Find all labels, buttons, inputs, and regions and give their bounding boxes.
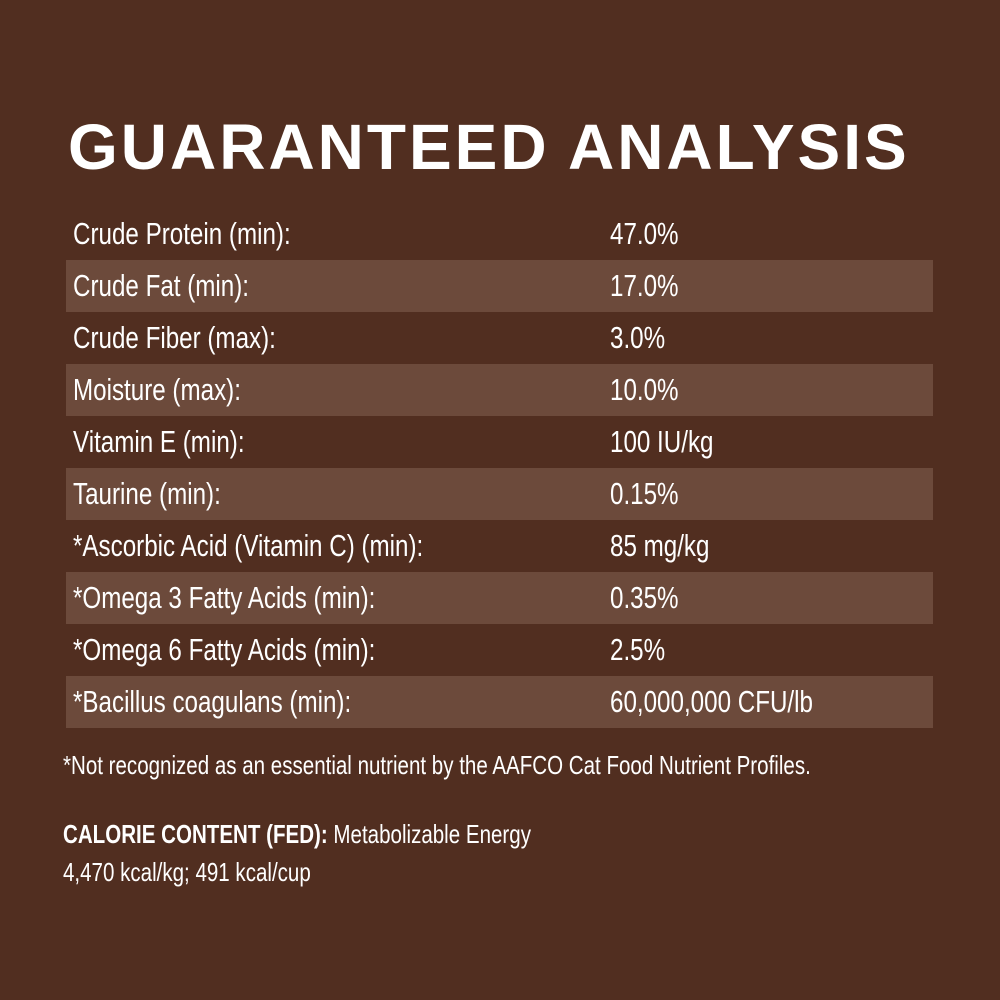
page-title: GUARANTEED ANALYSIS — [68, 111, 910, 183]
table-row: Crude Protein (min): 47.0% — [66, 208, 933, 260]
calorie-values: 4,470 kcal/kg; 491 kcal/cup — [63, 857, 311, 887]
nutrient-label: Moisture (max): — [73, 372, 241, 407]
nutrient-value: 10.0% — [610, 372, 679, 407]
nutrient-value: 60,000,000 CFU/lb — [610, 684, 813, 719]
nutrient-label: Taurine (min): — [73, 476, 221, 511]
nutrient-label: *Omega 3 Fatty Acids (min): — [73, 580, 376, 615]
table-row: *Omega 3 Fatty Acids (min): 0.35% — [66, 572, 933, 624]
nutrient-value: 17.0% — [610, 268, 679, 303]
nutrient-label: *Bacillus coagulans (min): — [73, 684, 352, 719]
analysis-table: Crude Protein (min): 47.0% Crude Fat (min)… — [66, 208, 933, 728]
nutrient-value: 0.15% — [610, 476, 679, 511]
nutrient-label: *Omega 6 Fatty Acids (min): — [73, 632, 376, 667]
calorie-heading: CALORIE CONTENT (FED): — [63, 819, 328, 849]
nutrient-label: Crude Fiber (max): — [73, 320, 276, 355]
footnote: *Not recognized as an essential nutrient… — [63, 750, 811, 780]
nutrient-value: 85 mg/kg — [610, 528, 710, 563]
nutrient-value: 47.0% — [610, 216, 679, 251]
table-row: Moisture (max): 10.0% — [66, 364, 933, 416]
table-row: *Bacillus coagulans (min): 60,000,000 CFU… — [66, 676, 933, 728]
nutrient-label: *Ascorbic Acid (Vitamin C) (min): — [73, 528, 424, 563]
nutrient-value: 2.5% — [610, 632, 666, 667]
nutrient-value: 0.35% — [610, 580, 679, 615]
table-row: *Ascorbic Acid (Vitamin C) (min): 85 mg/k… — [66, 520, 933, 572]
calorie-content: CALORIE CONTENT (FED): Metabolizable Ene… — [63, 815, 531, 891]
table-row: Vitamin E (min): 100 IU/kg — [66, 416, 933, 468]
nutrient-label: Crude Fat (min): — [73, 268, 250, 303]
nutrient-value: 3.0% — [610, 320, 666, 355]
calorie-text: Metabolizable Energy — [327, 819, 531, 849]
table-row: Crude Fat (min): 17.0% — [66, 260, 933, 312]
table-row: Taurine (min): 0.15% — [66, 468, 933, 520]
nutrient-label: Vitamin E (min): — [73, 424, 245, 459]
nutrient-label: Crude Protein (min): — [73, 216, 291, 251]
nutrient-value: 100 IU/kg — [610, 424, 714, 459]
table-row: Crude Fiber (max): 3.0% — [66, 312, 933, 364]
table-row: *Omega 6 Fatty Acids (min): 2.5% — [66, 624, 933, 676]
